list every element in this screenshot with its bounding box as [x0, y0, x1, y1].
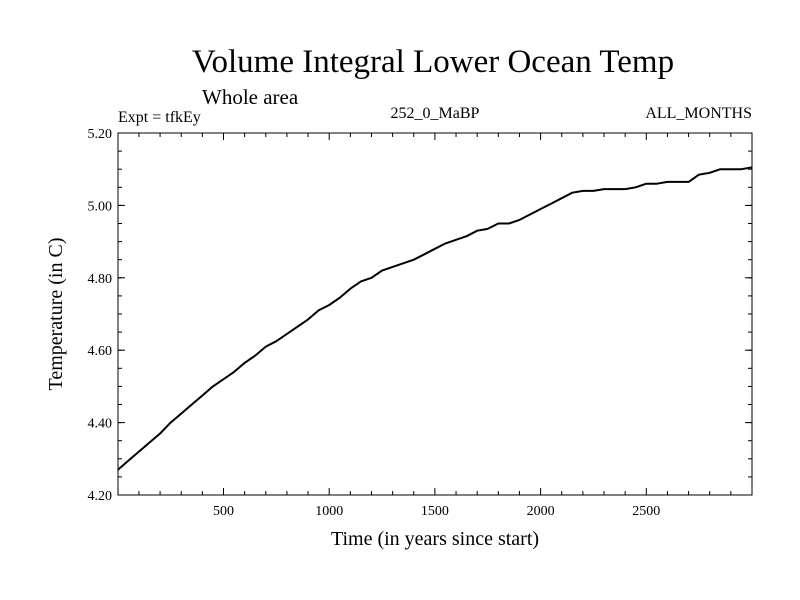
- y-tick-label: 4.20: [88, 489, 113, 504]
- x-tick-label: 2500: [632, 504, 660, 519]
- y-tick-label: 4.80: [88, 272, 113, 287]
- y-axis-ticks: 4.20 4.40 4.60 4.80 5.00 5.20: [88, 127, 752, 504]
- y-tick-label: 5.00: [88, 199, 113, 214]
- temperature-series-line: [117, 166, 753, 471]
- chart-subtitle: Whole area: [202, 85, 299, 109]
- x-tick-label: 1000: [315, 504, 343, 519]
- y-minor-ticks: [118, 150, 752, 478]
- period-label: 252_0_MaBP: [391, 105, 480, 122]
- experiment-label: Expt = tfkEy: [118, 109, 201, 126]
- x-axis-ticks: 500 1000 1500 2000 2500: [213, 133, 660, 519]
- x-tick-label: 2000: [527, 504, 555, 519]
- x-tick-label: 500: [213, 504, 234, 519]
- y-tick-label: 5.20: [88, 127, 113, 142]
- x-minor-ticks: [138, 133, 732, 495]
- season-label: ALL_MONTHS: [645, 105, 752, 122]
- y-tick-label: 4.40: [88, 417, 113, 432]
- x-axis-label: Time (in years since start): [331, 528, 539, 550]
- y-axis-label: Temperature (in C): [45, 238, 67, 391]
- y-tick-label: 4.60: [88, 344, 113, 359]
- plot-frame: [117, 132, 753, 496]
- x-tick-label: 1500: [421, 504, 449, 519]
- chart-title: Volume Integral Lower Ocean Temp: [192, 44, 674, 80]
